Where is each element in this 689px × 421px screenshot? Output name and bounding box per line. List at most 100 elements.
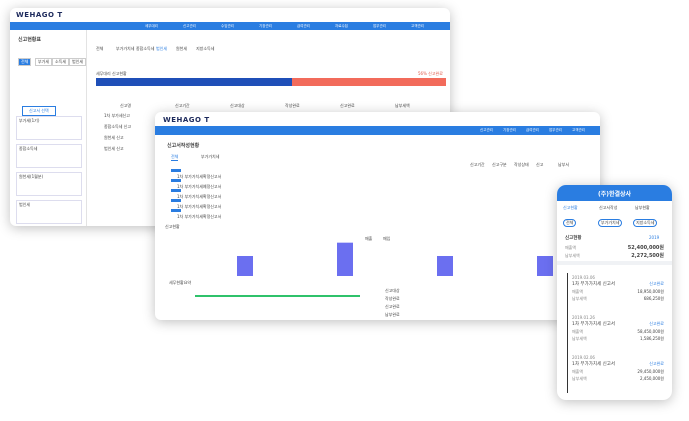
column-header: 신고기간 [175,103,190,108]
tab[interactable]: 종합소득세 [136,46,155,51]
item-label: 납부세액 [572,376,587,381]
summary-item: 신고완료 [385,304,400,309]
row-label[interactable]: 법인세 신고 [104,146,124,151]
summary-item: 납부완료 [385,312,400,317]
side-item[interactable]: 법인세 [19,202,31,207]
progress-done [96,78,292,86]
row-label[interactable]: 종합소득세 신고 [104,124,132,129]
row-label[interactable]: 1차 부가가치세예정신고서 [177,184,222,189]
item-status: 신고완료 [649,361,664,366]
summary-title: 신고현황 [565,236,582,241]
tab[interactable]: 납부현황 [635,205,650,210]
item-label: 납부세액 [572,296,587,301]
nav-item[interactable]: 급여관리 [297,23,310,28]
column-header: 신고명 [120,103,132,108]
item-label: 매출액 [572,289,584,294]
tab[interactable]: 신고현황 [563,205,578,210]
row-tag [171,179,181,182]
chart-title: 신고현황 [165,224,180,229]
item-amount: 18,950,000원 [637,289,664,294]
side-item[interactable]: 종합소득세 [19,146,38,151]
tab[interactable]: 지방소득세 [196,46,215,51]
nav-bar [155,126,600,135]
item-date: 2019.01.26 [572,315,595,320]
summary-item: 신고대상 [385,288,400,293]
company: (주)한결상사 [597,191,632,198]
bar [237,256,253,276]
summary-item: 작성완료 [385,296,400,301]
nav-item[interactable]: 기장관리 [259,23,272,28]
item-title[interactable]: 1차 부가가치세 신고서 [572,282,615,287]
bar [537,256,553,276]
summary-line [195,295,360,297]
divider [557,261,672,265]
pill[interactable]: 전체 [563,219,577,227]
tab[interactable]: 전체 [171,154,179,161]
pill[interactable]: 지방소득세 [633,219,658,227]
item-label: 납부세액 [572,336,587,341]
side-card [16,144,82,168]
item-amount: 29,450,000원 [637,369,664,374]
nav-item[interactable]: 고객관리 [411,23,424,28]
nav-item[interactable]: 수임관리 [221,23,234,28]
tab[interactable]: 법인세 [156,46,168,51]
bar [437,256,453,276]
tab[interactable]: 부가가치세 [116,46,135,51]
nav-item[interactable]: 신고관리 [183,23,196,28]
phone-header [557,185,672,201]
column-header: 신고 [536,162,544,167]
row-label[interactable]: 1차 부가가치세확정신고서 [177,194,222,199]
nav-item[interactable]: 업무관리 [373,23,386,28]
summary-title: 세무현황요약 [169,280,192,285]
nav-item[interactable]: 급여관리 [526,128,539,132]
progress-label: 세무대리 신고현황 [96,71,127,76]
row-label[interactable]: 1차 부가가치세확정신고서 [177,174,222,179]
nav-item[interactable]: 신고관리 [480,128,493,132]
row-tag [171,209,181,212]
item-amount: 686,250원 [643,296,664,301]
column-header: 신고기간 [470,162,485,167]
summary-label: 납부세액 [565,253,580,258]
item-status: 신고완료 [649,281,664,286]
tab[interactable]: 신고서작성 [599,205,618,210]
summary-year: 2019 [649,235,660,240]
side-item[interactable]: 부가세(1기) [19,118,40,123]
nav-item[interactable]: 자료수집 [335,23,348,28]
item-title[interactable]: 1차 부가가치세 신고서 [572,362,615,367]
column-header: 신고완료 [340,103,355,108]
item-label: 매출액 [572,329,584,334]
column-header: 납부세액 [395,103,410,108]
select-button[interactable]: 신고서 선택 [22,106,56,116]
row-label[interactable]: 1차 부가세신고 [104,113,130,118]
row-tag [171,199,181,202]
item-amount: 1,586,250원 [639,336,664,341]
side-item[interactable]: 원천세(1월분) [19,174,44,179]
item-status: 신고완료 [649,321,664,326]
tab[interactable]: 부가가치세 [201,154,220,159]
row-label[interactable]: 1차 부가가치세확정신고서 [177,214,222,219]
row-label[interactable]: 원천세 신고 [104,135,124,140]
legend-item: 매입 [383,236,391,241]
sidebar [10,30,87,226]
tab[interactable]: 원천세 [176,46,188,51]
nav-item[interactable]: 기장관리 [503,128,516,132]
filter[interactable]: 법인세 [69,58,87,66]
nav-bar [10,22,450,30]
tab[interactable]: 전체 [96,46,104,51]
item-date: 2019.03.06 [572,275,595,280]
pill[interactable]: 부가가치세 [598,219,623,227]
nav-item[interactable]: 업무관리 [549,128,562,132]
row-tag [171,169,181,172]
filter[interactable]: 소득세 [52,58,70,66]
item-title[interactable]: 1차 부가가치세 신고서 [572,322,615,327]
filter[interactable]: 전체 [18,58,32,66]
nav-item[interactable]: 고객관리 [572,128,585,132]
item-amount: 2,450,000원 [639,376,664,381]
column-header: 작성완료 [285,103,300,108]
row-label[interactable]: 1차 부가가치세확정신고서 [177,204,222,209]
nav-item[interactable]: 세무대리 [145,23,158,28]
side-card [16,116,82,140]
column-header: 신고대상 [230,103,245,108]
filter[interactable]: 부가세 [35,58,53,66]
